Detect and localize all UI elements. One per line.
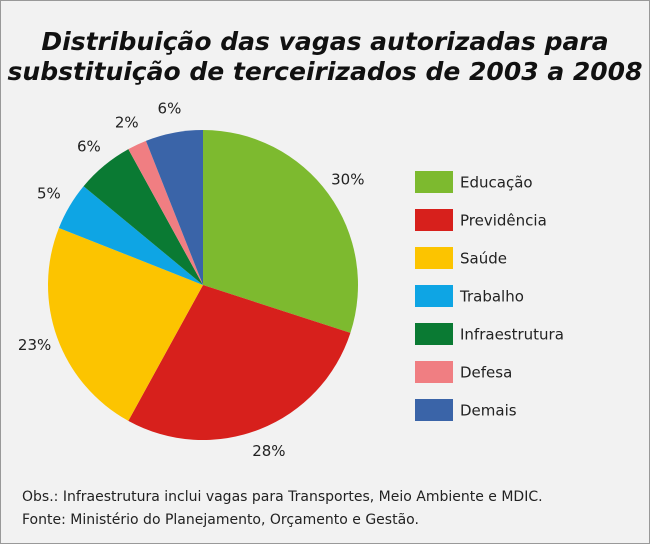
legend-label: Trabalho [459,288,524,306]
data-label: 30% [331,170,364,188]
pie-slice [48,227,204,421]
legend-label: Educação [460,174,533,192]
note: Fonte: Ministério do Planejamento, Orçam… [22,512,419,528]
chart-title: Distribuição das vagas autorizadas para [41,27,608,56]
legend-swatch [415,285,453,307]
data-label: 6% [77,138,101,156]
legend-label: Previdência [460,212,547,230]
chart-title: substituição de terceirizados de 2003 a … [8,57,643,86]
legend-label: Defesa [460,364,512,382]
pie-slice [203,130,358,333]
data-label: 5% [37,184,61,202]
legend-swatch [415,247,453,269]
pie-slice [128,140,203,285]
legend-swatch [415,361,453,383]
pie-slice [128,285,351,440]
data-label: 6% [158,100,182,118]
legend-swatch [415,209,453,231]
pie-slice [145,130,203,285]
legend-label: Saúde [460,250,507,268]
pie-slice [83,149,203,285]
pie-slice [58,186,203,285]
legend-label: Demais [460,402,517,420]
data-label: 28% [252,442,285,460]
legend-label: Infraestrutura [460,326,564,344]
data-label: 2% [115,114,139,132]
note: Obs.: Infraestrutura inclui vagas para T… [22,489,543,505]
legend-swatch [415,171,453,193]
legend-swatch [415,323,453,345]
legend-swatch [415,399,453,421]
data-label: 23% [18,336,51,354]
